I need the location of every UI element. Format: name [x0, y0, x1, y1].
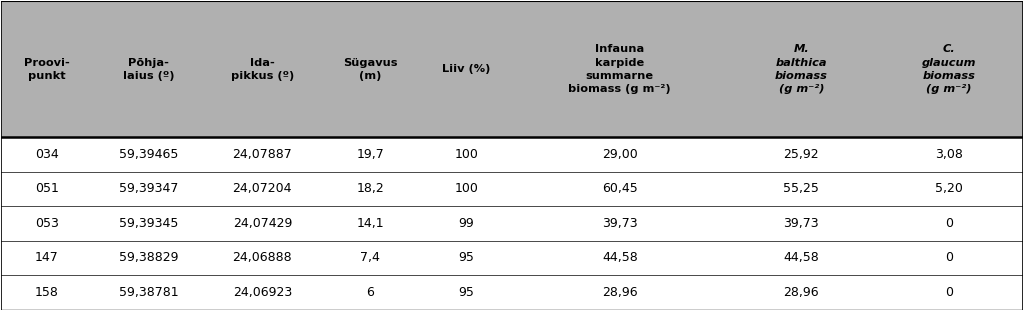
- Text: Põhja-
laius (º): Põhja- laius (º): [123, 58, 175, 81]
- Text: 59,38781: 59,38781: [119, 286, 179, 299]
- Text: C.
glaucum
biomass
(g m⁻²): C. glaucum biomass (g m⁻²): [922, 44, 976, 94]
- Text: 24,07204: 24,07204: [232, 182, 292, 195]
- Text: 60,45: 60,45: [602, 182, 638, 195]
- Text: 19,7: 19,7: [356, 148, 384, 161]
- Text: 24,06923: 24,06923: [232, 286, 292, 299]
- Text: 5,20: 5,20: [935, 182, 963, 195]
- Text: 39,73: 39,73: [783, 217, 819, 230]
- Text: Sügavus
(m): Sügavus (m): [343, 58, 397, 81]
- Text: 59,39465: 59,39465: [119, 148, 178, 161]
- Text: 44,58: 44,58: [602, 251, 638, 264]
- Text: 59,38829: 59,38829: [119, 251, 178, 264]
- Text: 55,25: 55,25: [783, 182, 819, 195]
- Text: 7,4: 7,4: [360, 251, 380, 264]
- Text: 28,96: 28,96: [783, 286, 819, 299]
- Text: Liiv (%): Liiv (%): [442, 64, 490, 74]
- Text: 29,00: 29,00: [602, 148, 638, 161]
- Bar: [1, 1, 1023, 137]
- Text: 24,07887: 24,07887: [232, 148, 292, 161]
- Text: 28,96: 28,96: [602, 286, 638, 299]
- Text: 100: 100: [455, 182, 478, 195]
- Text: 100: 100: [455, 148, 478, 161]
- Text: 158: 158: [35, 286, 58, 299]
- Text: 0: 0: [945, 217, 953, 230]
- Text: 25,92: 25,92: [783, 148, 819, 161]
- Text: 59,39345: 59,39345: [119, 217, 178, 230]
- Text: 18,2: 18,2: [356, 182, 384, 195]
- Text: Ida-
pikkus (º): Ida- pikkus (º): [230, 58, 294, 81]
- Text: 034: 034: [35, 148, 58, 161]
- Text: 051: 051: [35, 182, 58, 195]
- Text: 95: 95: [459, 251, 474, 264]
- Text: 59,39347: 59,39347: [119, 182, 178, 195]
- Text: 0: 0: [945, 286, 953, 299]
- Text: 6: 6: [367, 286, 374, 299]
- Text: 24,07429: 24,07429: [232, 217, 292, 230]
- Text: 95: 95: [459, 286, 474, 299]
- Text: 14,1: 14,1: [356, 217, 384, 230]
- Text: 053: 053: [35, 217, 58, 230]
- Text: 0: 0: [945, 251, 953, 264]
- Text: Proovi-
punkt: Proovi- punkt: [24, 58, 70, 81]
- Text: 44,58: 44,58: [783, 251, 819, 264]
- Text: 24,06888: 24,06888: [232, 251, 292, 264]
- Text: Infauna
karpide
summarne
biomass (g m⁻²): Infauna karpide summarne biomass (g m⁻²): [568, 44, 671, 94]
- Text: M.
balthica
biomass
(g m⁻²): M. balthica biomass (g m⁻²): [775, 44, 827, 94]
- Text: 99: 99: [459, 217, 474, 230]
- Text: 147: 147: [35, 251, 58, 264]
- Text: 3,08: 3,08: [935, 148, 963, 161]
- Text: 39,73: 39,73: [602, 217, 638, 230]
